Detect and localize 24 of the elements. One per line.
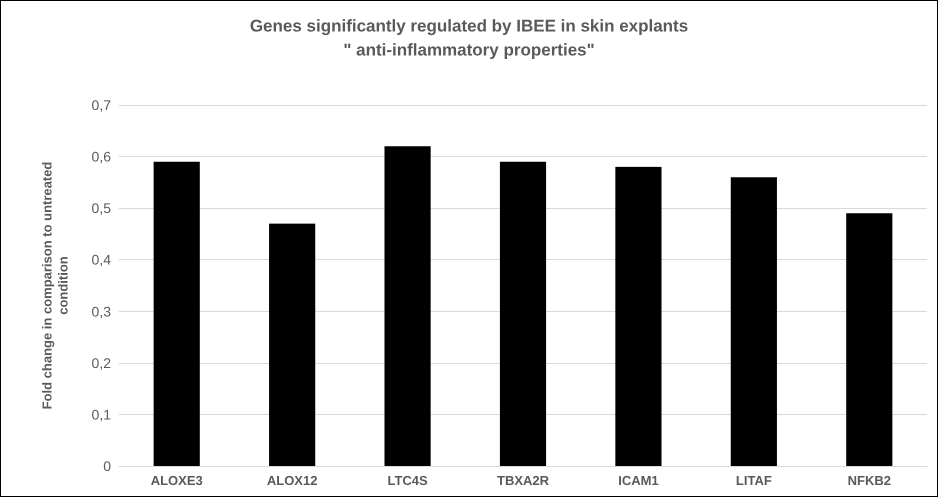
bar <box>615 166 662 466</box>
y-tick-label: 0,5 <box>92 200 112 216</box>
y-tick-label: 0,6 <box>92 148 112 165</box>
y-tick-label: 0 <box>103 458 112 474</box>
bar <box>500 162 546 466</box>
bar <box>269 224 316 466</box>
bar <box>730 177 777 466</box>
bar <box>846 213 892 466</box>
bar <box>154 162 200 466</box>
y-tick-label: 0,1 <box>92 406 112 422</box>
x-tick-label: ALOXE3 <box>150 473 203 488</box>
x-tick-label: LITAF <box>736 473 772 488</box>
chart-title: Genes significantly regulated by IBEE in skin explants " anti-inflammatory properties" <box>250 16 688 60</box>
x-tick-label: TBXA2R <box>496 473 550 488</box>
x-tick-label: ICAM1 <box>618 473 659 488</box>
x-tick-label: LTC4S <box>387 473 428 488</box>
x-tick-label: NFKB2 <box>848 473 891 488</box>
y-tick-label: 0,3 <box>92 303 112 320</box>
y-tick-label: 0,4 <box>92 252 112 268</box>
y-tick-label: 0,2 <box>92 354 112 371</box>
bar <box>384 146 431 466</box>
x-tick-label: ALOX12 <box>266 473 318 488</box>
y-axis-title: Fold change in comparison to untreated condition <box>40 162 70 410</box>
y-tick-label: 0,7 <box>92 97 112 113</box>
